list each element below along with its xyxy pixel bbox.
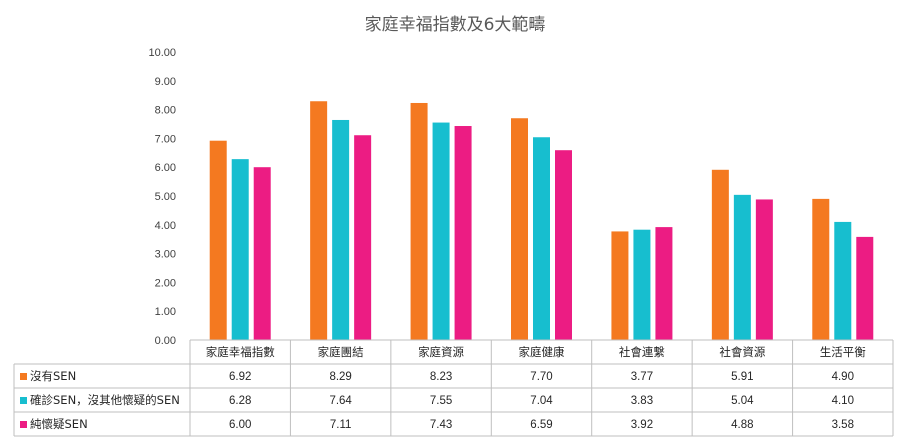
bar [231,159,249,340]
category-label: 社會資源 [719,345,765,359]
bar [332,119,350,340]
y-tick-label: 3.00 [155,249,176,261]
series-label: 純懷疑SEN [30,417,88,431]
data-label: 3.77 [631,371,653,383]
data-label: 3.92 [631,419,653,431]
bar [812,198,830,340]
y-tick-label: 8.00 [155,105,176,117]
data-label: 7.43 [430,419,452,431]
data-label: 4.10 [832,395,854,407]
bar [611,231,629,340]
bar [310,101,328,340]
data-label: 7.11 [330,419,352,431]
bar [733,194,751,340]
y-tick-label: 6.00 [155,162,176,174]
data-label: 7.70 [530,371,552,383]
y-tick-label: 5.00 [155,191,176,203]
bar [755,199,773,340]
category-label: 家庭團結 [318,345,364,359]
series-label: 確診SEN，沒其他懷疑的SEN [30,393,180,407]
legend-swatch [20,421,27,428]
bar [655,227,673,340]
category-label: 家庭資源 [418,345,464,359]
data-label: 5.04 [731,395,754,407]
data-label: 6.92 [229,371,251,383]
data-label: 4.88 [731,419,753,431]
bar [856,236,874,340]
bar [432,122,450,340]
bar [711,169,729,340]
y-axis: 0.00 1.00 2.00 3.00 4.00 5.00 6.00 7.00 8.00 9.00… [148,47,176,347]
legend-swatch [20,397,27,404]
y-tick-label: 2.00 [155,277,176,289]
data-label: 8.23 [430,371,452,383]
data-label: 7.64 [329,395,352,407]
bar [209,140,227,340]
data-label: 3.83 [631,395,653,407]
category-label: 家庭幸福指數 [206,345,275,359]
bar [555,150,572,340]
data-label: 6.28 [229,395,251,407]
bar [834,221,852,340]
data-label: 3.58 [832,419,854,431]
category-label: 生活平衡 [820,345,866,359]
bar [454,126,472,341]
y-tick-label: 10.00 [148,47,176,59]
y-tick-label: 9.00 [155,76,176,88]
data-label: 8.29 [329,371,351,383]
data-label: 7.55 [430,395,452,407]
y-tick-label: 0.00 [155,335,176,347]
bar [511,118,528,341]
y-tick-label: 1.00 [155,306,176,318]
bar [354,135,372,340]
category-label: 社會連繫 [619,345,665,359]
data-label: 7.04 [530,395,553,407]
bar [633,229,651,340]
y-tick-label: 4.00 [155,220,176,232]
data-label: 6.00 [229,419,251,431]
bar [253,167,271,340]
data-label: 6.59 [530,419,552,431]
data-label: 5.91 [731,371,753,383]
legend-swatch [20,373,27,380]
category-label: 家庭健康 [519,345,565,359]
bar [410,102,428,340]
bars [209,101,874,341]
bar [533,137,550,340]
chart-title: 家庭幸福指數及6大範疇 [364,15,546,35]
data-label: 4.90 [832,371,854,383]
series-label: 沒有SEN [30,369,76,383]
y-tick-label: 7.00 [155,133,176,145]
